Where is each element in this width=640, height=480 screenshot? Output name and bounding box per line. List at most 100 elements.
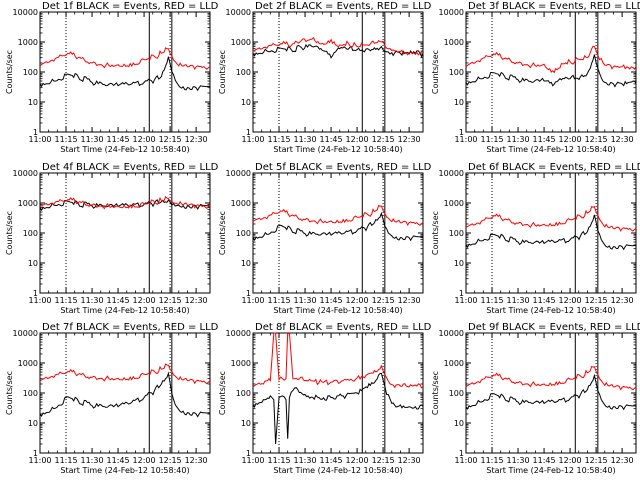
x-tick-label: 12:15 <box>585 135 608 144</box>
detector-panel-2: Det 2f BLACK = Events, RED = LLD 1 10 100 10… <box>218 1 432 154</box>
y-axis-label: Counts/sec <box>431 371 440 415</box>
y-tick-label: 100 <box>236 389 251 398</box>
x-tick-label: 12:15 <box>159 456 182 465</box>
panel-title: Det 7f BLACK = Events, RED = LLD <box>42 322 219 333</box>
x-tick-label: 11:30 <box>507 456 530 465</box>
x-tick-label: 11:45 <box>533 456 556 465</box>
x-tick-label: 11:00 <box>28 456 51 465</box>
y-axis-label: Counts/sec <box>431 211 440 255</box>
x-tick-label: 12:00 <box>133 296 156 305</box>
x-tick-label: 11:45 <box>107 296 130 305</box>
y-tick-label: 10 <box>241 259 251 268</box>
panel-title: Det 4f BLACK = Events, RED = LLD <box>42 162 219 173</box>
y-tick-label: 10000 <box>13 8 38 17</box>
y-tick-label: 10000 <box>439 329 464 338</box>
panel-title: Det 8f BLACK = Events, RED = LLD <box>255 322 432 333</box>
x-tick-label: 11:30 <box>81 135 104 144</box>
x-tick-label: 12:00 <box>133 456 156 465</box>
panel-title: Det 5f BLACK = Events, RED = LLD <box>255 162 432 173</box>
x-tick-label: 11:00 <box>241 296 264 305</box>
y-tick-label: 1000 <box>231 359 251 368</box>
x-tick-label: 12:30 <box>185 456 208 465</box>
lld-series-line <box>39 195 211 210</box>
events-series-line <box>39 371 211 418</box>
x-axis-label: Start Time (24-Feb-12 10:58:40) <box>486 306 615 315</box>
y-tick-label: 100 <box>449 229 464 238</box>
x-tick-label: 12:15 <box>585 296 608 305</box>
y-tick-label: 1 <box>459 449 464 458</box>
x-tick-label: 12:30 <box>611 135 634 144</box>
x-tick-label: 12:30 <box>611 456 634 465</box>
y-axis-label: Counts/sec <box>5 50 14 94</box>
y-tick-label: 10 <box>28 419 38 428</box>
x-tick-label: 11:00 <box>28 135 51 144</box>
y-tick-label: 1 <box>246 128 251 137</box>
x-tick-label: 11:30 <box>81 296 104 305</box>
lld-series-line <box>465 206 637 232</box>
x-tick-label: 11:30 <box>294 456 317 465</box>
y-tick-label: 10000 <box>226 329 251 338</box>
detector-panel-9: Det 9f BLACK = Events, RED = LLD 1 10 100 10… <box>431 322 640 475</box>
events-series-line <box>39 56 211 92</box>
y-tick-label: 10000 <box>226 8 251 17</box>
x-axis-label: Start Time (24-Feb-12 10:58:40) <box>486 145 615 154</box>
detector-panel-4: Det 4f BLACK = Events, RED = LLD 1 10 100 10… <box>5 162 219 315</box>
x-tick-label: 12:15 <box>372 456 395 465</box>
y-axis-label: Counts/sec <box>218 50 227 94</box>
x-axis-label: Start Time (24-Feb-12 10:58:40) <box>486 466 615 475</box>
x-tick-label: 12:00 <box>346 456 369 465</box>
y-tick-label: 10000 <box>13 169 38 178</box>
x-tick-label: 11:00 <box>454 456 477 465</box>
x-tick-label: 11:30 <box>294 135 317 144</box>
events-series-line <box>465 214 637 251</box>
x-tick-label: 12:30 <box>611 296 634 305</box>
y-tick-label: 100 <box>23 68 38 77</box>
x-tick-label: 11:15 <box>54 135 77 144</box>
panel-title: Det 6f BLACK = Events, RED = LLD <box>468 162 640 173</box>
y-tick-label: 10 <box>454 419 464 428</box>
x-tick-label: 11:00 <box>454 296 477 305</box>
x-tick-label: 11:45 <box>320 135 343 144</box>
y-axis-label: Counts/sec <box>5 211 14 255</box>
x-tick-label: 11:45 <box>533 296 556 305</box>
x-tick-label: 12:15 <box>159 135 182 144</box>
lld-series-line <box>465 45 637 74</box>
x-tick-label: 11:15 <box>480 456 503 465</box>
events-series-line <box>465 373 637 411</box>
x-tick-label: 11:30 <box>507 296 530 305</box>
x-tick-label: 12:30 <box>185 296 208 305</box>
x-tick-label: 11:15 <box>480 135 503 144</box>
y-tick-label: 1 <box>459 128 464 137</box>
lld-series-line <box>252 204 424 227</box>
x-tick-label: 11:00 <box>28 296 51 305</box>
panel-title: Det 1f BLACK = Events, RED = LLD <box>42 1 219 12</box>
x-axis-label: Start Time (24-Feb-12 10:58:40) <box>273 306 402 315</box>
x-tick-label: 12:00 <box>133 135 156 144</box>
y-tick-label: 1000 <box>444 38 464 47</box>
x-tick-label: 12:00 <box>559 456 582 465</box>
y-tick-label: 100 <box>449 68 464 77</box>
x-tick-label: 11:15 <box>267 456 290 465</box>
y-tick-label: 1 <box>246 289 251 298</box>
x-tick-label: 11:15 <box>54 456 77 465</box>
y-tick-label: 10000 <box>439 8 464 17</box>
lld-series-line <box>252 332 424 389</box>
x-tick-label: 11:45 <box>320 456 343 465</box>
y-tick-label: 10 <box>241 98 251 107</box>
x-tick-label: 11:00 <box>454 135 477 144</box>
x-tick-label: 11:45 <box>533 135 556 144</box>
y-tick-label: 1 <box>459 289 464 298</box>
events-series-line <box>465 54 637 88</box>
y-axis-label: Counts/sec <box>218 211 227 255</box>
x-tick-label: 12:15 <box>372 135 395 144</box>
lld-series-line <box>465 365 637 391</box>
detector-panel-3: Det 3f BLACK = Events, RED = LLD 1 10 100 10… <box>431 1 640 154</box>
detector-panel-6: Det 6f BLACK = Events, RED = LLD 1 10 100 10… <box>431 162 640 315</box>
x-tick-label: 12:15 <box>159 296 182 305</box>
events-series-line <box>252 372 424 445</box>
y-tick-label: 1000 <box>444 199 464 208</box>
lld-series-line <box>39 47 211 71</box>
y-tick-label: 1000 <box>231 199 251 208</box>
x-axis-label: Start Time (24-Feb-12 10:58:40) <box>60 306 189 315</box>
x-tick-label: 12:15 <box>372 296 395 305</box>
